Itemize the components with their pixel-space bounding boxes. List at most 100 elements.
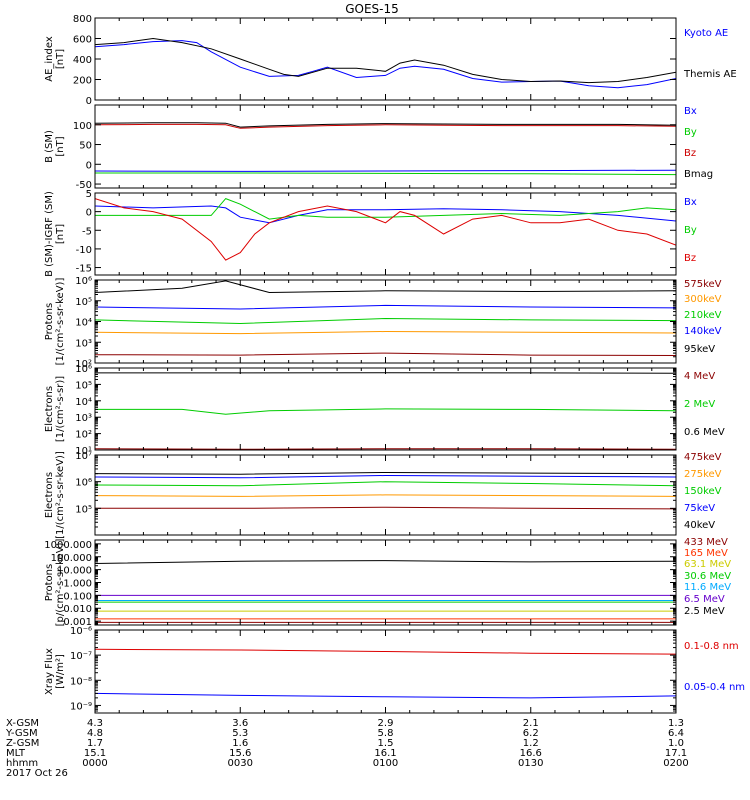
y-tick-label: 0.001 — [63, 617, 92, 628]
series-line-bz — [95, 198, 676, 261]
y-tick-label: 10⁴ — [75, 318, 92, 329]
y-tick-label: -15 — [76, 264, 92, 275]
panel-frame — [94, 192, 677, 276]
ephemeris-row-label: Y-GSM — [5, 728, 38, 739]
y-tick-label: 800 — [73, 14, 92, 25]
legend-label: 165 MeV — [684, 548, 728, 559]
y-tick-label: 10⁵ — [75, 380, 92, 391]
panel-electrons_MeV: 10¹ 10² 10³ 10⁴ 10⁵ 10⁶ Electrons [1/(cm²-s-sr)… — [44, 364, 725, 457]
series-group — [95, 198, 676, 261]
y-tick-label: 10⁻⁷ — [70, 651, 92, 662]
legend-label: Bx — [684, 197, 697, 208]
legend-label: 63.1 MeV — [684, 559, 731, 570]
y-axis-label: Protons — [44, 564, 55, 601]
ephemeris-value: 6.2 — [523, 728, 539, 739]
ephemeris-value: 4.8 — [87, 728, 103, 739]
series-group — [95, 560, 676, 623]
y-tick-label: 10² — [75, 359, 92, 370]
legend-label: 4 MeV — [684, 371, 715, 382]
ephemeris-value: 0200 — [663, 758, 688, 769]
y-tick-label: 0 — [86, 160, 92, 171]
ephemeris-value: 1.2 — [523, 738, 539, 749]
legend-label: 300keV — [684, 294, 722, 305]
y-tick-label: 10⁶ — [75, 478, 92, 489]
y-axis-label: [nT] — [55, 49, 66, 69]
legend-label: 0.6 MeV — [684, 427, 725, 438]
y-tick-label: 100 — [73, 121, 92, 132]
y-tick-label: 10² — [75, 430, 92, 441]
legend-label: 150keV — [684, 486, 722, 497]
legend-label: By — [684, 127, 697, 138]
panel-ae: 0 200 400 600 800 AE_index [nT] Kyoto AE Themis … — [44, 14, 737, 107]
series-line-475kev — [95, 506, 676, 510]
y-tick-label: 10⁴ — [75, 397, 92, 408]
series-line-210kev — [95, 317, 676, 325]
legend-label: 2 MeV — [684, 399, 715, 410]
y-tick-label: 0.100 — [63, 591, 92, 602]
y-axis-label: [1/(cm²-s-sr)] — [55, 376, 66, 442]
panel-b_sm: -50 0 50 100 B (SM) [nT] Bx By Bz Bmag — [44, 104, 713, 191]
legend-label: 2.5 MeV — [684, 606, 725, 617]
series-line-275kev — [95, 494, 676, 497]
ephemeris-value: 17.1 — [665, 748, 687, 759]
ephemeris-value: 2.9 — [378, 718, 394, 729]
legend-label: Bz — [684, 148, 696, 159]
panel-frame — [94, 17, 677, 101]
panel-xray: 10⁻⁹ 10⁻⁸ 10⁻⁷ 10⁻⁶ Xray Flux [W/m²] 0.1-0.8 n… — [44, 626, 745, 714]
ephemeris-value: 0000 — [82, 758, 107, 769]
y-axis-label: Xray Flux — [44, 648, 55, 695]
y-tick-label: 10¹ — [75, 446, 92, 457]
panel-b_minus_igrf: -15 -10 -5 0 5 B (SM)-IGRF (SM) [nT] Bx By Bz — [44, 189, 697, 277]
y-axis-label: Protons — [44, 303, 55, 340]
series-line-40kev — [95, 471, 676, 475]
ephemeris-value: 16.6 — [520, 748, 542, 759]
y-tick-label: 100.000 — [51, 553, 92, 564]
ephemeris-value: 1.7 — [87, 738, 103, 749]
series-line-75kev — [95, 474, 676, 479]
panel-frame — [94, 629, 677, 714]
legend-label: 575keV — [684, 279, 722, 290]
series-line-95kev — [95, 280, 676, 294]
legend-label: Bmag — [684, 169, 713, 180]
y-tick-label: 10⁶ — [75, 276, 92, 287]
series-line-575kev — [95, 352, 676, 356]
ephemeris-value: 5.8 — [378, 728, 394, 739]
legend-label: 0.05-0.4 nm — [684, 682, 745, 693]
legend-label: 275keV — [684, 469, 722, 480]
y-tick-label: 10.000 — [57, 566, 92, 577]
ephemeris-value: 15.1 — [84, 748, 106, 759]
ephemeris-value: 6.4 — [668, 728, 684, 739]
y-tick-label: 0.010 — [63, 604, 92, 615]
series-group — [95, 280, 676, 356]
series-group — [95, 122, 676, 176]
y-axis-label: B (SM)-IGRF (SM) — [44, 191, 55, 277]
legend-label: 0.1-0.8 nm — [684, 641, 739, 652]
series-group — [95, 37, 676, 89]
y-tick-label: -10 — [76, 245, 92, 256]
series-line-2-5-mev — [95, 560, 676, 564]
y-tick-label: 10⁷ — [75, 451, 92, 462]
y-axis-label: [p/(cm²-s-sr-keV)] — [55, 539, 66, 627]
y-tick-label: 10³ — [75, 338, 92, 349]
y-tick-label: -5 — [82, 226, 92, 237]
y-tick-label: 1000.000 — [44, 540, 92, 551]
series-line-140kev — [95, 304, 676, 310]
y-tick-label: 0 — [86, 208, 92, 219]
series-line-by — [95, 172, 676, 176]
legend-label: 433 MeV — [684, 537, 728, 548]
series-line-bmag — [95, 122, 676, 128]
series-line-kyoto-ae — [95, 40, 676, 89]
y-tick-label: 10⁵ — [75, 504, 92, 515]
ephemeris-value: 0030 — [228, 758, 253, 769]
y-tick-label: 0 — [86, 96, 92, 107]
legend-label: Kyoto AE — [684, 28, 728, 39]
y-axis-label: [nT] — [55, 224, 66, 244]
ephemeris-value: 1.0 — [668, 738, 684, 749]
legend-label: 40keV — [684, 520, 715, 531]
ephemeris-value: 0100 — [373, 758, 398, 769]
panel-frame — [94, 104, 677, 189]
panel-frame — [94, 539, 677, 626]
series-line-bz — [95, 123, 676, 129]
plot-date: 2017 Oct 26 — [6, 768, 68, 779]
